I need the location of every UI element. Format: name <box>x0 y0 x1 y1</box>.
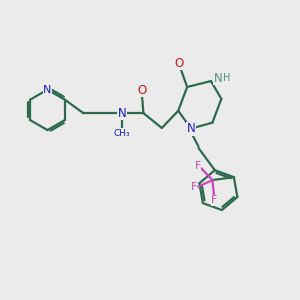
Text: F: F <box>194 161 201 171</box>
Text: F: F <box>211 195 218 205</box>
Text: O: O <box>137 84 147 97</box>
Text: N: N <box>43 85 52 95</box>
Text: F: F <box>190 182 197 192</box>
Text: H: H <box>223 73 230 83</box>
Text: N: N <box>187 122 195 135</box>
Text: N: N <box>214 72 223 85</box>
Text: N: N <box>118 106 126 120</box>
Text: CH₃: CH₃ <box>114 129 130 138</box>
Text: O: O <box>175 57 184 70</box>
